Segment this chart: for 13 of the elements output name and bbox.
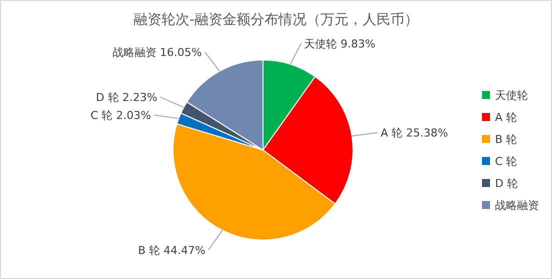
category-label: B 轮 44.47% bbox=[138, 244, 206, 257]
chart-title: 融资轮次-融资金额分布情况（万元，人民币） bbox=[133, 12, 419, 28]
category-label: D 轮 2.23% bbox=[96, 91, 158, 104]
legend-label: A 轮 bbox=[495, 111, 518, 124]
legend-label: B 轮 bbox=[495, 133, 518, 146]
legend-label: 天使轮 bbox=[495, 89, 528, 102]
category-label: A 轮 25.38% bbox=[380, 126, 448, 140]
legend-label: D 轮 bbox=[495, 177, 518, 190]
category-label: C 轮 2.03% bbox=[90, 109, 152, 122]
category-label: 天使轮 9.83% bbox=[304, 37, 376, 50]
legend-label: C 轮 bbox=[495, 155, 518, 168]
category-label: 战略融资 16.05% bbox=[112, 46, 202, 59]
legend-label: 战略融资 bbox=[495, 199, 539, 212]
